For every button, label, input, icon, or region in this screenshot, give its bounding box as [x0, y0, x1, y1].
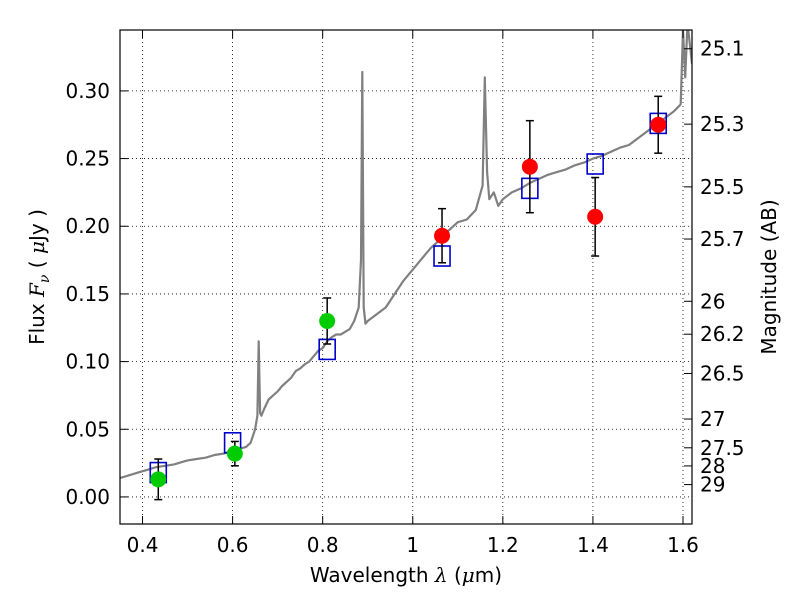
y-tick-label: 0.30 — [65, 79, 110, 103]
model-square-marker — [586, 153, 604, 175]
x-tick-label: 0.4 — [127, 533, 159, 557]
y-axis-title: Flux Fν ( μJy ) — [25, 209, 53, 345]
mag-tick-label: 25.3 — [700, 112, 745, 136]
y-tick-label: 0.15 — [65, 282, 110, 306]
photometry-point — [226, 445, 243, 462]
x-tick-label: 0.6 — [217, 533, 249, 557]
x-tick-label: 1.2 — [487, 533, 519, 557]
mag-tick-label: 29 — [700, 473, 725, 497]
mag-tick-label: 25.5 — [700, 175, 745, 199]
mag-tick-label: 27.5 — [700, 436, 745, 460]
mag-tick-label: 26 — [700, 289, 725, 313]
x-tick-label: 1.6 — [667, 533, 699, 557]
photometry-point — [319, 312, 336, 329]
y-tick-label: 0.20 — [65, 214, 110, 238]
plot-area — [120, 30, 692, 501]
photometry-point — [521, 158, 538, 175]
y-tick-label: 0.10 — [65, 350, 110, 374]
x-tick-label: 1 — [406, 533, 419, 557]
mag-tick-label: 26.5 — [700, 361, 745, 385]
mag-tick-label: 26.2 — [700, 322, 745, 346]
photometry-point — [587, 208, 604, 225]
x-tick-label: 1.4 — [577, 533, 609, 557]
y-tick-label: 0.05 — [65, 417, 110, 441]
y-tick-label: 0.00 — [65, 485, 110, 509]
photometry-point — [434, 227, 451, 244]
mag-tick-label: 25.1 — [700, 37, 745, 61]
plot-frame — [119, 29, 693, 525]
mag-tick-label: 25.7 — [700, 227, 745, 251]
x-axis-title: Wavelength λ (μm) — [310, 563, 502, 587]
axis-ticks: 0.4 0.6 0.8 1 1.2 1.4 1.6 0.00 0.05 0.10 0.15 0.20 0… — [65, 30, 745, 557]
series-group — [120, 30, 692, 501]
spectrum-line — [120, 30, 692, 480]
photometry-point — [650, 116, 667, 133]
mag-tick-label: 27 — [700, 407, 725, 431]
y2-axis-title: Magnitude (AB) — [757, 199, 781, 354]
y-tick-label: 0.25 — [65, 147, 110, 171]
photometry-point — [150, 471, 167, 488]
mag-tick-label: 28 — [700, 454, 725, 478]
x-tick-label: 0.8 — [307, 533, 339, 557]
